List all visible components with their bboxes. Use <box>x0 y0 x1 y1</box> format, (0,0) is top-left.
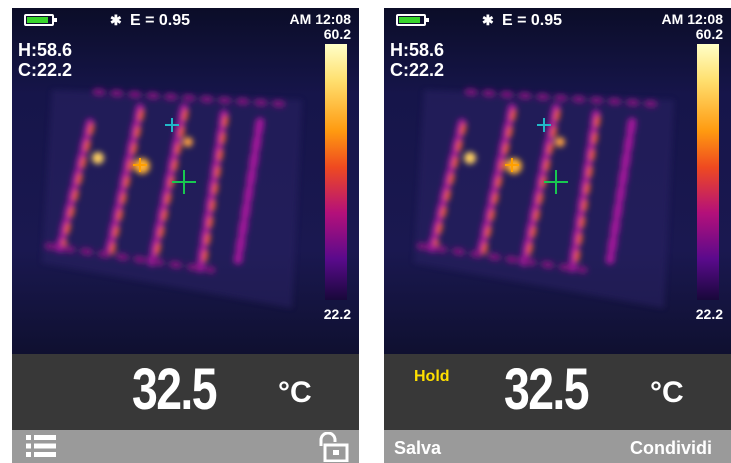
center-crosshair <box>544 170 568 194</box>
save-button[interactable]: Salva <box>394 438 442 458</box>
clock: AM 12:08 <box>661 11 723 27</box>
thermal-camera-screen-hold: ✱ E = 0.95 AM 12:08 H:58.6 C:22.2 60.2 2… <box>384 8 731 463</box>
battery-icon <box>24 14 57 26</box>
temperature-unit: °C <box>278 376 312 409</box>
share-button[interactable]: Condividi <box>630 438 712 458</box>
max-temp-crosshair <box>505 158 519 172</box>
hot-temperature-label: H:58.6 <box>18 40 73 60</box>
min-temp-crosshair <box>165 118 179 132</box>
menu-list-icon[interactable] <box>26 434 56 458</box>
reading-panel: 32.5 °C <box>12 354 359 430</box>
temperature-value: 32.5 <box>132 357 218 422</box>
thermal-view: ✱ E = 0.95 AM 12:08 H:58.6 C:22.2 60.2 2… <box>384 8 731 354</box>
bluetooth-icon: ✱ <box>482 12 494 28</box>
bottom-bar <box>12 430 359 463</box>
center-crosshair <box>172 170 196 194</box>
thermal-image <box>12 8 359 354</box>
thermal-view: ✱ E = 0.95 AM 12:08 H:58.6 C:22.2 60.2 2… <box>12 8 359 354</box>
cold-temperature-label: C:22.2 <box>390 60 445 80</box>
color-scale-bar <box>325 44 347 300</box>
thermal-image <box>384 8 731 354</box>
min-temp-crosshair <box>537 118 551 132</box>
bluetooth-icon: ✱ <box>110 12 122 28</box>
scale-min-label: 22.2 <box>695 306 723 322</box>
scale-min-label: 22.2 <box>323 306 351 322</box>
unlock-icon[interactable] <box>315 432 349 462</box>
temperature-unit: °C <box>650 376 684 409</box>
hot-temperature-label: H:58.6 <box>390 40 445 60</box>
scale-max-label: 60.2 <box>695 26 723 42</box>
color-scale-bar <box>697 44 719 300</box>
hold-indicator: Hold <box>414 368 450 385</box>
status-bar: ✱ E = 0.95 AM 12:08 <box>384 10 731 30</box>
status-bar: ✱ E = 0.95 AM 12:08 <box>12 10 359 30</box>
scale-max-label: 60.2 <box>323 26 351 42</box>
bottom-bar: Salva Condividi <box>384 430 731 463</box>
emissivity-readout: E = 0.95 <box>502 12 563 29</box>
clock: AM 12:08 <box>289 11 351 27</box>
emissivity-readout: E = 0.95 <box>130 12 191 29</box>
max-temp-crosshair <box>133 158 147 172</box>
battery-icon <box>396 14 429 26</box>
reading-panel: Hold 32.5 °C <box>384 354 731 430</box>
thermal-camera-screen-live: ✱ E = 0.95 AM 12:08 H:58.6 C:22.2 60.2 2… <box>12 8 359 463</box>
temperature-value: 32.5 <box>504 357 590 422</box>
hot-stripes <box>416 88 658 274</box>
cold-temperature-label: C:22.2 <box>18 60 73 80</box>
